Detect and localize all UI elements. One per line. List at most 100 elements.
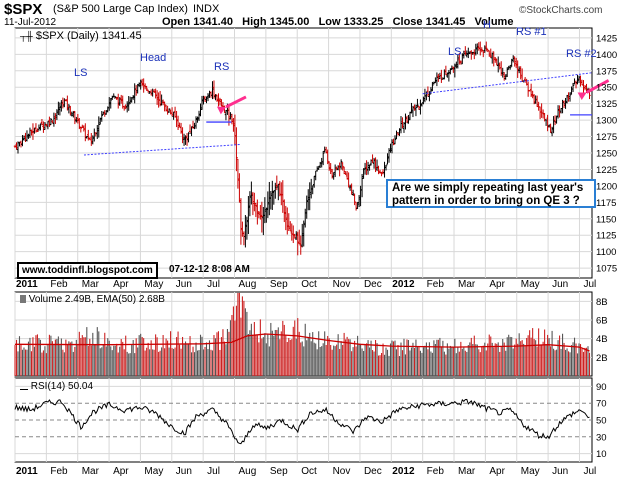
volume-label: Volume	[474, 16, 514, 28]
x-tick-label: Jun	[552, 279, 568, 290]
x-tick-label: Dec	[364, 279, 382, 290]
price-tick-label: 1175	[596, 198, 616, 209]
h-label-2012: H	[483, 19, 491, 31]
price-bar	[508, 65, 512, 70]
x-tick-label: May	[144, 279, 163, 290]
price-legend: ┬╫ $SPX (Daily) 1341.45	[20, 31, 142, 42]
volume-ema-line	[14, 333, 590, 352]
x-tick-label: May	[144, 466, 163, 477]
price-tick-label: 1350	[596, 83, 617, 94]
volume-swatch-icon	[20, 295, 26, 303]
price-bar	[568, 92, 572, 102]
price-bar	[543, 112, 546, 122]
price-bar	[167, 108, 171, 113]
x-tick-label: Apr	[113, 279, 129, 290]
price-bar	[431, 81, 434, 92]
price-tick-label: 1400	[596, 50, 617, 61]
price-bar	[187, 132, 190, 143]
symbol: $SPX	[4, 1, 43, 18]
x-tick-label: Oct	[301, 466, 317, 477]
ls-label-2011: LS	[74, 67, 88, 79]
price-bar	[49, 118, 53, 125]
rs1-label-2012: RS #1	[516, 26, 547, 38]
open-value: 1341.40	[193, 16, 233, 28]
x-tick-label: Jul	[583, 466, 596, 477]
volume-legend: Volume 2.49B, EMA(50) 2.68B	[20, 295, 165, 305]
neckline-trendline	[422, 72, 593, 95]
x-tick-label: Jul	[207, 279, 220, 290]
price-bar	[416, 98, 419, 108]
x-tick-label: Jun	[176, 279, 192, 290]
x-tick-label: Mar	[82, 466, 100, 477]
x-tick-label: 2012	[392, 466, 415, 477]
pink-arrow-icon	[225, 95, 247, 109]
rsi-tick-label: 70	[596, 399, 607, 410]
price-tick-label: 1100	[596, 247, 616, 258]
x-tick-label: Sep	[270, 466, 288, 477]
price-tick-label: 1125	[596, 231, 616, 242]
rs2-label-2012: RS #2	[566, 48, 597, 60]
volume-tick-label: 2B	[596, 353, 608, 364]
rs-label-2011: RS	[214, 61, 230, 73]
price-legend-text: $SPX (Daily) 1341.45	[35, 30, 142, 42]
price-tick-label: 1075	[596, 264, 617, 275]
high-label: High	[242, 16, 267, 28]
callout-line-1: Are we simply repeating last year's	[392, 182, 584, 194]
price-bar	[100, 111, 103, 122]
x-tick-label: Mar	[82, 279, 100, 290]
price-bar	[392, 138, 395, 146]
x-tick-label: Jun	[176, 466, 192, 477]
price-tick-label: 1375	[596, 66, 617, 77]
x-tick-label: Nov	[333, 466, 351, 477]
price-tick-label: 1325	[596, 99, 617, 110]
price-tick-label: 1425	[596, 33, 617, 44]
x-tick-label: Feb	[50, 466, 68, 477]
website-box[interactable]: www.toddinfl.blogspot.com	[17, 262, 158, 279]
price-tick-label: 1300	[596, 116, 617, 127]
x-tick-label: Mar	[458, 466, 476, 477]
timestamp: 07-12-12 8:08 AM	[169, 264, 250, 275]
x-tick-label: 2011	[16, 279, 38, 290]
exchange: INDX	[193, 3, 220, 15]
x-tick-label: 2011	[16, 466, 38, 477]
x-tick-label: Feb	[427, 466, 445, 477]
volume-tick-label: 4B	[596, 334, 608, 345]
price-tick-label: 1275	[596, 132, 617, 143]
ohlc-row: Open 1341.40 High 1345.00 Low 1333.25 Cl…	[162, 17, 513, 28]
rsi-legend: RSI(14) 50.04	[20, 381, 93, 392]
price-bar	[485, 41, 488, 52]
price-bar	[480, 47, 483, 53]
price-tick-label: 1250	[596, 149, 617, 160]
price-tick-label: 1150	[596, 214, 616, 225]
x-tick-label: Feb	[50, 279, 68, 290]
x-tick-label: 2012	[392, 279, 415, 290]
pink-arrowhead-icon	[216, 106, 226, 115]
price-bar	[393, 135, 397, 145]
low-value: 1333.25	[343, 16, 384, 28]
x-tick-label: Apr	[489, 466, 505, 477]
price-bar	[571, 82, 575, 93]
x-tick-label: Aug	[239, 466, 257, 477]
volume-tick-label: 8B	[596, 297, 608, 308]
brand-logo: ©StockCharts.com	[519, 5, 603, 16]
price-bar	[79, 126, 83, 133]
high-value: 1345.00	[269, 16, 310, 28]
volume-legend-text: Volume 2.49B, EMA(50) 2.68B	[28, 294, 165, 305]
price-bar	[176, 115, 180, 130]
x-tick-label: Dec	[364, 466, 382, 477]
x-tick-label: Apr	[489, 279, 505, 290]
x-tick-label: Apr	[113, 466, 129, 477]
price-bar	[235, 127, 238, 172]
price-bar	[111, 95, 114, 100]
price-bar	[341, 162, 344, 171]
rsi-line	[14, 398, 590, 445]
price-bar	[321, 151, 325, 166]
legend-bar-icon: ┬╫	[20, 31, 33, 41]
x-tick-label: May	[521, 466, 540, 477]
date: 11-Jul-2012	[4, 17, 57, 28]
price-tick-label: 1225	[596, 165, 617, 176]
x-tick-label: Jul	[583, 279, 596, 290]
price-bar	[48, 116, 51, 127]
rsi-tick-label: 30	[596, 432, 607, 443]
x-tick-label: Oct	[301, 279, 317, 290]
